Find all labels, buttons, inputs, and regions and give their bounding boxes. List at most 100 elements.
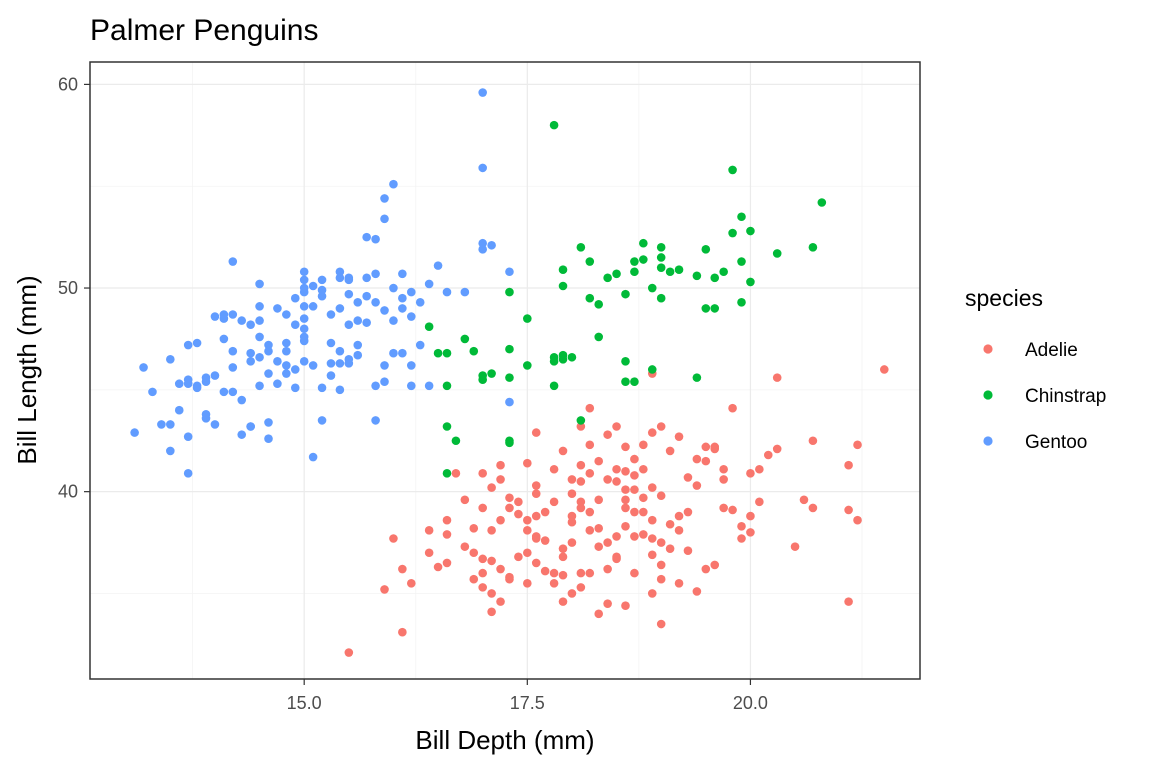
point-gentoo <box>210 420 220 429</box>
point-adelie <box>540 507 550 517</box>
point-adelie <box>701 564 711 574</box>
point-adelie <box>844 505 853 515</box>
point-gentoo <box>264 418 273 427</box>
point-gentoo <box>406 381 416 391</box>
point-gentoo <box>353 340 363 350</box>
point-gentoo <box>228 310 238 319</box>
point-adelie <box>558 446 568 456</box>
point-gentoo <box>398 304 407 313</box>
point-adelie <box>514 552 523 562</box>
point-chinstrap <box>594 300 604 309</box>
point-gentoo <box>478 245 487 254</box>
point-gentoo <box>398 293 407 303</box>
point-adelie <box>531 558 541 568</box>
point-adelie <box>460 495 470 505</box>
point-gentoo <box>255 381 264 391</box>
chart-title: Palmer Penguins <box>90 14 318 47</box>
point-chinstrap <box>692 271 702 281</box>
point-gentoo <box>371 234 380 244</box>
point-adelie <box>531 481 541 490</box>
point-adelie <box>469 548 479 558</box>
point-gentoo <box>353 350 363 360</box>
point-adelie <box>496 564 505 574</box>
x-axis: 15.0 17.5 20.0 <box>287 679 768 713</box>
point-gentoo <box>290 320 300 329</box>
point-chinstrap <box>603 273 612 283</box>
point-gentoo <box>282 346 291 356</box>
point-gentoo <box>255 332 264 342</box>
point-adelie <box>505 503 514 513</box>
point-adelie <box>701 456 711 466</box>
point-adelie <box>612 464 621 474</box>
point-adelie <box>478 469 487 478</box>
point-adelie <box>763 450 773 460</box>
point-adelie <box>496 475 505 484</box>
point-gentoo <box>255 316 264 325</box>
point-adelie <box>549 578 559 588</box>
point-gentoo <box>478 238 487 248</box>
point-gentoo <box>299 283 309 293</box>
point-chinstrap <box>692 373 702 382</box>
point-chinstrap <box>549 120 559 130</box>
point-adelie <box>710 442 720 452</box>
point-gentoo <box>255 302 264 311</box>
point-adelie <box>630 568 639 578</box>
point-adelie <box>585 568 595 578</box>
point-chinstrap <box>442 348 452 358</box>
point-chinstrap <box>639 238 648 248</box>
point-adelie <box>585 507 595 517</box>
point-gentoo <box>335 273 345 283</box>
point-adelie <box>576 503 586 513</box>
point-adelie <box>710 560 720 570</box>
point-chinstrap <box>746 277 755 287</box>
point-adelie <box>531 489 541 498</box>
panel-border <box>89 61 921 680</box>
point-gentoo <box>299 324 309 334</box>
point-adelie <box>531 428 541 437</box>
point-gentoo <box>505 267 514 277</box>
point-gentoo <box>317 285 327 295</box>
point-adelie <box>647 589 657 598</box>
point-gentoo <box>433 261 443 270</box>
y-tick-label: 60 <box>58 74 78 94</box>
point-gentoo <box>290 383 300 393</box>
point-chinstrap <box>656 263 666 272</box>
point-chinstrap <box>558 355 568 364</box>
point-chinstrap <box>746 226 755 236</box>
point-adelie <box>398 564 407 574</box>
x-tick-label: 15.0 <box>287 693 322 713</box>
point-adelie <box>585 440 595 450</box>
point-gentoo <box>290 293 300 303</box>
point-gentoo <box>166 355 175 364</box>
y-tick-label: 40 <box>58 482 78 502</box>
point-chinstrap <box>558 281 568 291</box>
point-gentoo <box>326 359 336 368</box>
point-gentoo <box>442 287 452 297</box>
point-chinstrap <box>728 165 737 175</box>
point-gentoo <box>326 310 336 319</box>
point-gentoo <box>192 338 202 348</box>
point-gentoo <box>362 232 371 242</box>
point-chinstrap <box>478 375 487 384</box>
point-adelie <box>674 511 684 521</box>
point-gentoo <box>362 273 371 283</box>
point-chinstrap <box>469 346 479 356</box>
point-adelie <box>674 526 684 535</box>
point-chinstrap <box>674 265 684 275</box>
point-chinstrap <box>701 304 711 313</box>
point-adelie <box>880 365 889 374</box>
point-adelie <box>630 485 639 494</box>
point-adelie <box>496 597 505 606</box>
point-adelie <box>585 469 595 478</box>
point-adelie <box>567 489 577 498</box>
point-gentoo <box>406 287 416 297</box>
point-adelie <box>487 556 496 566</box>
point-adelie <box>639 440 648 450</box>
point-adelie <box>647 550 657 560</box>
point-gentoo <box>157 420 166 429</box>
legend-title: species <box>965 285 1043 311</box>
point-chinstrap <box>737 297 746 307</box>
point-adelie <box>603 564 612 574</box>
point-chinstrap <box>442 422 452 431</box>
point-adelie <box>853 440 862 450</box>
